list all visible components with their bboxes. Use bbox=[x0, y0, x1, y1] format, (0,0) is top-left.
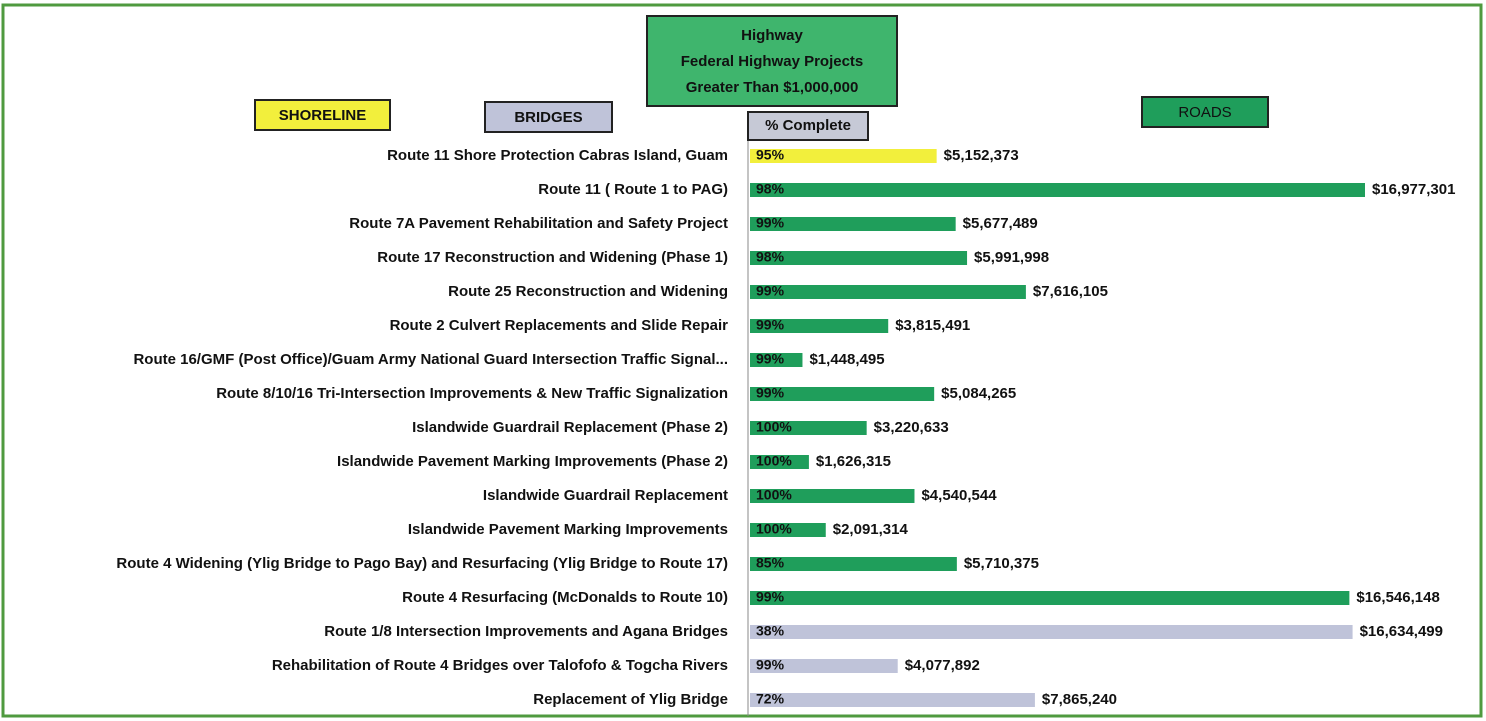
percent-label: 99% bbox=[756, 351, 785, 367]
bar bbox=[750, 149, 937, 163]
category-label: Route 16/GMF (Post Office)/Guam Army Nat… bbox=[133, 351, 728, 368]
category-label: Route 11 Shore Protection Cabras Island,… bbox=[387, 147, 728, 164]
value-label: $4,077,892 bbox=[905, 657, 980, 674]
bar bbox=[750, 557, 957, 571]
chart-title: Highway bbox=[741, 27, 803, 44]
value-label: $16,546,148 bbox=[1356, 589, 1439, 606]
percent-label: 38% bbox=[756, 623, 785, 639]
value-label: $5,991,998 bbox=[974, 249, 1049, 266]
category-label: Route 4 Resurfacing (McDonalds to Route … bbox=[402, 589, 728, 606]
category-label: Route 2 Culvert Replacements and Slide R… bbox=[390, 317, 729, 334]
bar bbox=[750, 523, 826, 537]
percent-label: 100% bbox=[756, 521, 792, 537]
category-label: Route 11 ( Route 1 to PAG) bbox=[538, 181, 728, 198]
percent-label: 99% bbox=[756, 657, 785, 673]
value-label: $4,540,544 bbox=[921, 487, 997, 504]
bar bbox=[750, 625, 1353, 639]
legend-swatch bbox=[1141, 96, 1269, 128]
percent-label: 95% bbox=[756, 147, 785, 163]
bar bbox=[750, 353, 803, 367]
category-label: Islandwide Guardrail Replacement bbox=[483, 487, 728, 504]
value-label: $1,626,315 bbox=[816, 453, 891, 470]
bar bbox=[750, 591, 1350, 605]
legend-swatch bbox=[254, 99, 391, 131]
percent-header: % Complete bbox=[765, 117, 851, 134]
percent-label: 99% bbox=[756, 589, 785, 605]
value-label: $5,677,489 bbox=[963, 215, 1038, 232]
percent-label: 98% bbox=[756, 249, 785, 265]
category-label: Islandwide Pavement Marking Improvements bbox=[408, 521, 728, 538]
value-label: $16,977,301 bbox=[1372, 181, 1455, 198]
percent-header-box bbox=[747, 111, 869, 141]
category-label: Route 1/8 Intersection Improvements and … bbox=[324, 623, 728, 640]
percent-label: 100% bbox=[756, 419, 792, 435]
bar bbox=[750, 387, 935, 401]
category-label: Route 8/10/16 Tri-Intersection Improveme… bbox=[216, 385, 728, 402]
value-label: $5,710,375 bbox=[964, 555, 1039, 572]
category-label: Route 25 Reconstruction and Widening bbox=[448, 283, 728, 300]
category-label: Route 7A Pavement Rehabilitation and Saf… bbox=[349, 215, 728, 232]
category-label: Replacement of Ylig Bridge bbox=[533, 691, 728, 708]
legend-swatch bbox=[484, 101, 613, 133]
percent-label: 99% bbox=[756, 283, 785, 299]
value-label: $5,152,373 bbox=[944, 147, 1019, 164]
bar bbox=[750, 285, 1026, 299]
title-box bbox=[646, 15, 898, 107]
bar bbox=[750, 251, 968, 265]
category-label: Islandwide Pavement Marking Improvements… bbox=[337, 453, 728, 470]
category-label: Route 17 Reconstruction and Widening (Ph… bbox=[377, 249, 728, 266]
bar bbox=[750, 421, 867, 435]
percent-label: 98% bbox=[756, 181, 785, 197]
value-label: $7,616,105 bbox=[1033, 283, 1108, 300]
percent-label: 100% bbox=[756, 453, 792, 469]
value-label: $16,634,499 bbox=[1360, 623, 1443, 640]
value-label: $2,091,314 bbox=[833, 521, 909, 538]
bar bbox=[750, 183, 1365, 197]
bar bbox=[750, 319, 889, 333]
percent-label: 85% bbox=[756, 555, 785, 571]
percent-label: 72% bbox=[756, 691, 785, 707]
legend-label: SHORELINE bbox=[279, 107, 367, 124]
category-label: Rehabilitation of Route 4 Bridges over T… bbox=[272, 657, 728, 674]
bar bbox=[750, 489, 915, 503]
value-label: $3,220,633 bbox=[874, 419, 949, 436]
percent-label: 99% bbox=[756, 215, 785, 231]
percent-label: 99% bbox=[756, 385, 785, 401]
bar bbox=[750, 659, 898, 673]
value-label: $1,448,495 bbox=[809, 351, 884, 368]
value-label: $3,815,491 bbox=[895, 317, 970, 334]
percent-label: 99% bbox=[756, 317, 785, 333]
category-label: Route 4 Widening (Ylig Bridge to Pago Ba… bbox=[116, 555, 728, 572]
category-label: Islandwide Guardrail Replacement (Phase … bbox=[412, 419, 728, 436]
percent-label: 100% bbox=[756, 487, 792, 503]
value-label: $5,084,265 bbox=[941, 385, 1016, 402]
chart-title: Federal Highway Projects bbox=[681, 53, 864, 70]
value-label: $7,865,240 bbox=[1042, 691, 1117, 708]
chart-title: Greater Than $1,000,000 bbox=[686, 79, 859, 96]
legend-label: BRIDGES bbox=[514, 109, 582, 126]
legend-label: ROADS bbox=[1178, 104, 1231, 121]
bar bbox=[750, 217, 956, 231]
bar bbox=[750, 693, 1035, 707]
bar bbox=[750, 455, 809, 469]
